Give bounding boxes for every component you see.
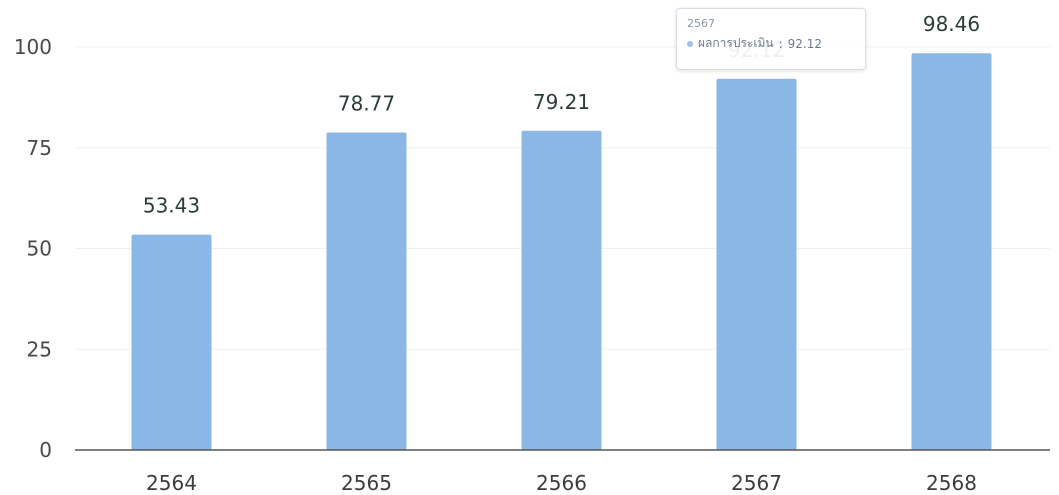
x-axis-ticks: 2564 2565 2566 2567 2568 xyxy=(146,471,977,495)
bar-2565[interactable] xyxy=(326,132,407,451)
data-label-2564: 53.43 xyxy=(143,194,200,218)
tooltip-row: ผลการประเมิน: 92.12 xyxy=(687,34,855,53)
tooltip-colon: : xyxy=(778,36,783,51)
bar-2568[interactable] xyxy=(911,53,992,450)
x-tick-label: 2566 xyxy=(536,471,587,495)
y-axis-ticks: 0 25 50 75 100 xyxy=(14,35,52,462)
y-tick-label: 0 xyxy=(39,438,52,462)
x-tick-label: 2568 xyxy=(926,471,977,495)
bars xyxy=(131,53,992,451)
y-tick-label: 25 xyxy=(27,337,52,361)
data-label-2566: 79.21 xyxy=(533,90,590,114)
x-tick-label: 2564 xyxy=(146,471,197,495)
y-tick-label: 75 xyxy=(27,136,52,160)
data-label-2568: 98.46 xyxy=(923,12,980,36)
y-tick-label: 100 xyxy=(14,35,52,59)
data-label-2565: 78.77 xyxy=(338,92,395,116)
x-tick-label: 2567 xyxy=(731,471,782,495)
tooltip-title: 2567 xyxy=(687,17,715,30)
bar-2564[interactable] xyxy=(131,234,212,450)
y-tick-label: 50 xyxy=(27,237,52,261)
x-tick-label: 2565 xyxy=(341,471,392,495)
series-dot-icon xyxy=(687,40,693,47)
bar-2567[interactable] xyxy=(716,78,797,450)
bar-2566[interactable] xyxy=(521,130,602,451)
tooltip-series-name: ผลการประเมิน xyxy=(698,36,774,50)
chart-tooltip: 2567 ผลการประเมิน: 92.12 xyxy=(676,8,866,70)
tooltip-value: 92.12 xyxy=(787,36,822,51)
